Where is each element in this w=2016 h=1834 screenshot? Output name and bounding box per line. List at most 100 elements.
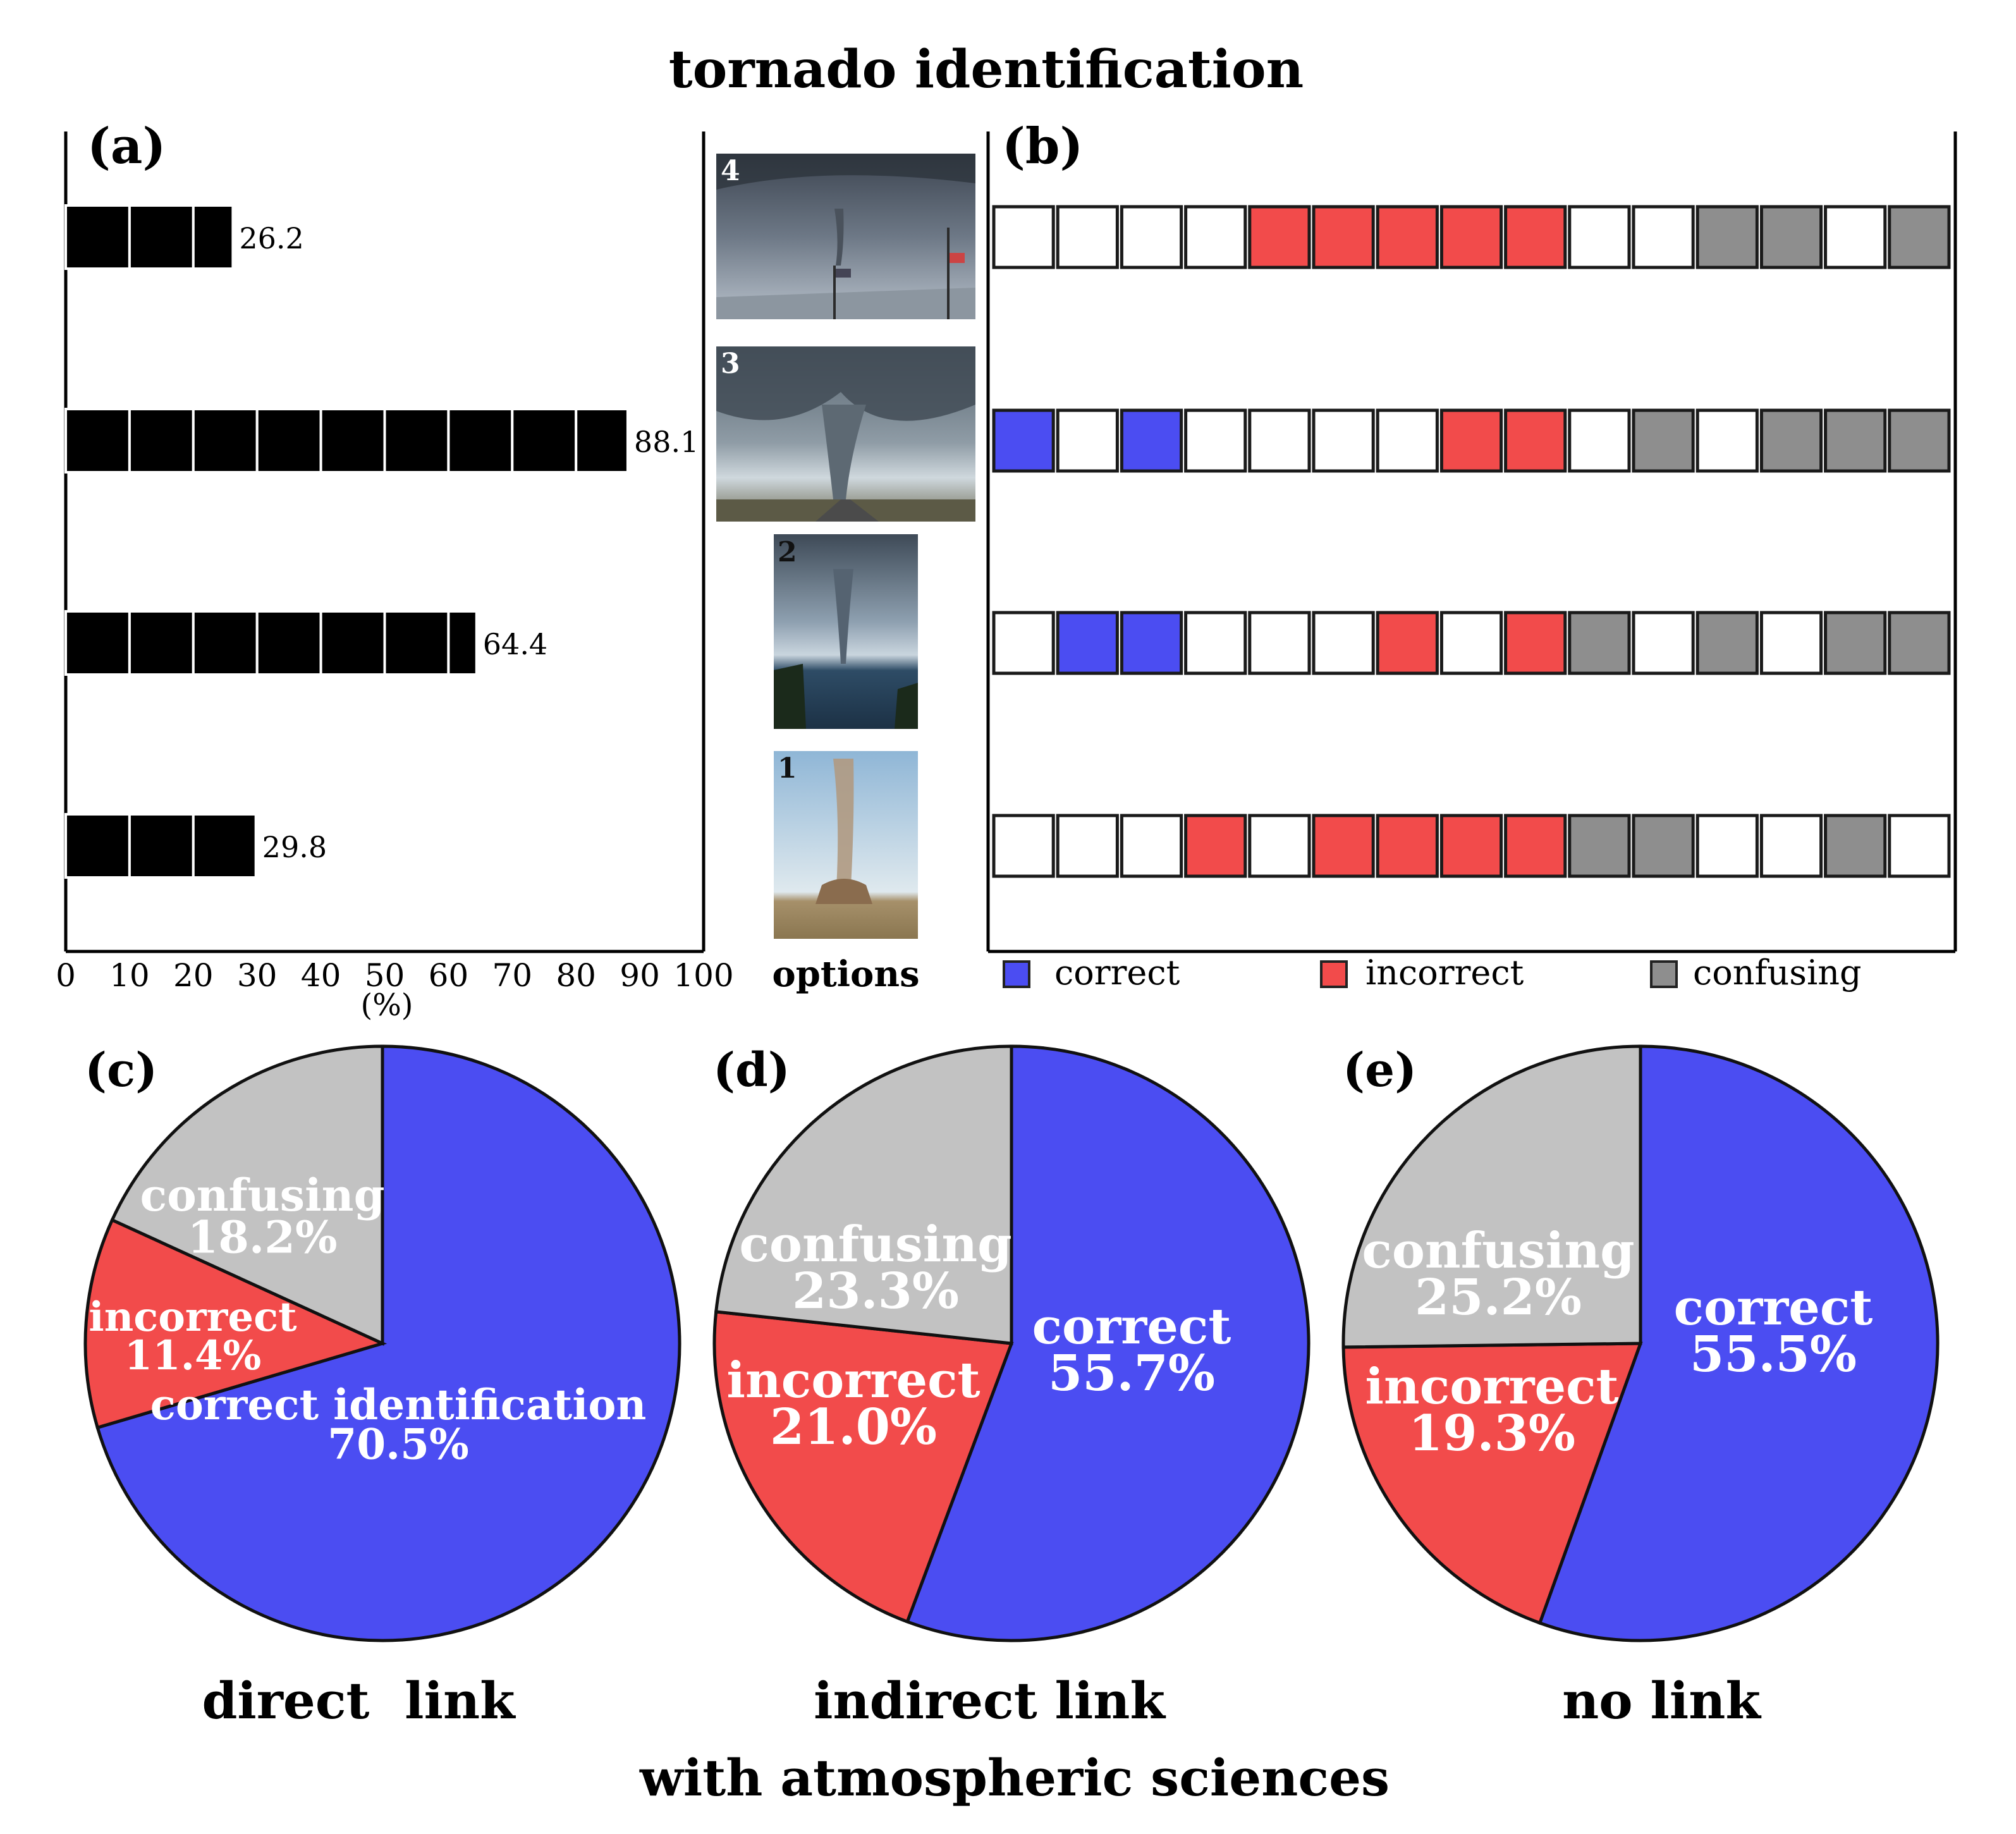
panel-c-label: (c) — [85, 1043, 157, 1097]
grid-cell-incorrect — [1439, 408, 1503, 473]
pie-slice-correct — [1537, 1044, 1940, 1642]
x-axis-label: (%) — [360, 987, 413, 1023]
pie-slice-confusing_pie — [110, 1044, 384, 1346]
grid-cell-confusing — [1824, 611, 1887, 675]
x-tick-label: 90 — [620, 957, 660, 994]
bar-option-2 — [64, 610, 478, 676]
grid-cell-blank — [1632, 611, 1695, 675]
pie-slice-incorrect — [712, 1310, 1014, 1624]
photo-option-4: 4 — [716, 154, 975, 319]
legend-swatch-confusing — [1650, 960, 1678, 988]
grid-cell-incorrect — [1439, 814, 1503, 878]
pie-label-incorrect-name: incorrect — [726, 1352, 980, 1409]
grid-cell-incorrect — [1312, 205, 1375, 269]
bar-value-labels: 26.2 88.1 64.4 29.8 — [239, 221, 699, 864]
x-tick-label: 100 — [673, 957, 733, 994]
grid-cell-correct — [1056, 611, 1119, 675]
pie-slice-confusing_pie — [714, 1044, 1013, 1345]
pie-label-incorrect-name: incorrect — [1365, 1358, 1618, 1415]
pie-label-correct-name: correct — [1674, 1279, 1873, 1336]
pie-label-correct-pct: 55.7% — [1048, 1345, 1215, 1402]
grid-cell-incorrect — [1312, 814, 1375, 878]
pie-label-confusing-pct: 25.2% — [1415, 1269, 1582, 1326]
pie-label-confusing-pct: 18.2% — [187, 1211, 337, 1264]
grid-cell-blank — [1439, 611, 1503, 675]
grid-cell-correct — [992, 408, 1055, 473]
panel-b-label: (b) — [1002, 118, 1083, 175]
grid-cell-blank — [1056, 814, 1119, 878]
grid-cell-incorrect — [1504, 408, 1567, 473]
x-tick-label: 20 — [173, 957, 214, 994]
pie-label-incorrect-pct: 19.3% — [1408, 1405, 1575, 1462]
grid-cell-blank — [1695, 814, 1759, 878]
x-tick-labels: 0 10 20 30 40 50 60 70 80 90 100 — [56, 957, 734, 994]
grid-cell-blank — [992, 611, 1055, 675]
grid-cell-blank — [1568, 408, 1631, 473]
photo-option-4-number: 4 — [721, 155, 740, 187]
grid-cell-blank — [1632, 205, 1695, 269]
panel-d-label: (d) — [713, 1043, 790, 1097]
pie-slice-correct — [95, 1044, 681, 1642]
grid-cell-confusing — [1824, 408, 1887, 473]
pie-label-confusing-name: confusing — [140, 1169, 384, 1221]
grid-cell-incorrect — [1439, 205, 1503, 269]
grid-cell-blank — [1184, 408, 1247, 473]
pie-label-confusing-name: confusing — [1362, 1222, 1634, 1280]
grid-cell-blank — [992, 205, 1055, 269]
grid-cell-confusing — [1632, 408, 1695, 473]
photo-option-1-number: 1 — [778, 752, 797, 785]
legend-label-correct: correct — [1054, 953, 1180, 993]
options-photos: 4 3 2 1 options — [716, 154, 975, 995]
x-tick-label: 0 — [56, 957, 76, 994]
photo-option-1: 1 — [774, 751, 918, 939]
photo-option-2: 2 — [774, 534, 918, 729]
grid-cell-blank — [1184, 611, 1247, 675]
grid-cell-blank — [1759, 814, 1823, 878]
legend-swatch-correct — [1003, 960, 1030, 988]
caption-no-link: no link — [1562, 1671, 1761, 1730]
bar-option-4 — [64, 204, 235, 270]
grid-cell-blank — [1312, 408, 1375, 473]
panel-a: (a) 26.2 88.1 64.4 29.8 0 10 20 30 40 50 60 70 80 90… — [56, 118, 734, 1023]
pie-slice-correct — [905, 1044, 1310, 1642]
pie-slice-incorrect — [83, 1218, 388, 1430]
grid-cell-incorrect — [1376, 814, 1439, 878]
grid-cell-blank — [1120, 205, 1183, 269]
grid-cell-confusing — [1568, 814, 1631, 878]
grid-cell-incorrect — [1376, 611, 1439, 675]
grid-cell-blank — [1248, 611, 1311, 675]
options-label: options — [772, 953, 919, 995]
grid-cell-incorrect — [1184, 814, 1247, 878]
grid-cell-blank — [1376, 408, 1439, 473]
grid-cell-confusing — [1824, 814, 1887, 878]
pie-label-incorrect-pct: 11.4% — [125, 1332, 262, 1379]
grid-cell-blank — [1056, 408, 1119, 473]
grid-cell-confusing — [1568, 611, 1631, 675]
bar-option-1 — [64, 813, 257, 879]
grid-cell-blank — [1120, 814, 1183, 878]
pie-slice-incorrect — [1341, 1342, 1643, 1625]
x-tick-label: 10 — [109, 957, 150, 994]
x-tick-label: 40 — [301, 957, 341, 994]
grid-cell-confusing — [1888, 408, 1951, 473]
grid-cell-blank — [992, 814, 1055, 878]
caption-indirect-link: indirect link — [814, 1671, 1166, 1730]
grid-cell-blank — [1248, 408, 1311, 473]
panel-a-label: (a) — [87, 118, 166, 175]
grid-cell-blank — [1695, 408, 1759, 473]
bar-value-label: 26.2 — [239, 221, 303, 255]
grid-cell-blank — [1759, 611, 1823, 675]
grid-cell-confusing — [1759, 205, 1823, 269]
bar-option-3 — [64, 408, 629, 474]
grid-cell-correct — [1120, 611, 1183, 675]
x-tick-label: 80 — [556, 957, 596, 994]
legend-swatch-incorrect — [1320, 960, 1348, 988]
bar-series — [64, 204, 629, 879]
response-grid — [992, 205, 1951, 878]
grid-cell-incorrect — [1248, 205, 1311, 269]
